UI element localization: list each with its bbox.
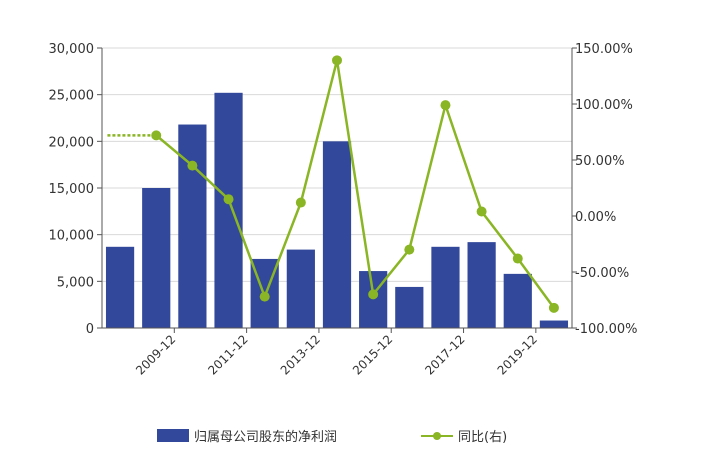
bar <box>286 249 315 328</box>
x-tick-label: 2013-12 <box>278 332 323 377</box>
y-right-tick-label: 150.00% <box>575 42 633 57</box>
y-left-tick-label: 30,000 <box>49 42 95 57</box>
bar-series <box>105 92 569 329</box>
x-tick-label: 2015-12 <box>350 332 395 377</box>
line-point <box>512 253 523 264</box>
x-tick-label: 2019-12 <box>495 332 540 377</box>
bar <box>359 271 388 328</box>
y-right-tick-label: -50.00% <box>575 266 629 281</box>
legend-line-label: 同比(右) <box>458 430 507 445</box>
bar <box>539 320 569 328</box>
bar <box>467 242 496 328</box>
line-point <box>404 244 415 255</box>
bar <box>395 286 424 328</box>
bar <box>214 92 243 328</box>
line-point <box>295 197 306 208</box>
bar <box>431 246 460 328</box>
line-series <box>107 55 559 313</box>
bar <box>178 124 207 329</box>
y-left-tick-label: 25,000 <box>49 89 95 104</box>
legend-line-marker <box>433 432 441 440</box>
bar <box>503 273 532 328</box>
line-point <box>440 100 451 111</box>
line-point <box>151 130 162 141</box>
line-point <box>332 55 342 66</box>
legend-bar-label: 归属母公司股东的净利润 <box>194 429 337 445</box>
line-point <box>476 206 487 217</box>
y-left-tick-label: 0 <box>86 322 94 337</box>
bar <box>142 188 171 328</box>
line-point <box>223 194 234 205</box>
legend-bar-swatch <box>157 429 189 442</box>
y-left-tick-label: 15,000 <box>49 182 95 197</box>
y-right-tick-label: 100.00% <box>575 98 633 113</box>
bar <box>105 246 135 328</box>
y-left-tick-label: 5,000 <box>57 275 94 290</box>
x-tick-label: 2009-12 <box>133 332 178 377</box>
line-point <box>187 160 198 171</box>
y-left-tick-label: 10,000 <box>49 229 95 244</box>
y-right-tick-label: 0.00% <box>575 210 616 225</box>
y-left-tick-label: 20,000 <box>49 135 95 150</box>
y-right-tick-label: 50.00% <box>575 154 625 169</box>
line-point <box>259 291 270 302</box>
bar <box>322 141 352 328</box>
legend: 归属母公司股东的净利润 同比(右) <box>157 429 507 445</box>
line-point <box>368 289 379 300</box>
line-point <box>548 302 559 313</box>
yoy-line <box>155 60 555 309</box>
x-tick-label: 2017-12 <box>422 332 467 377</box>
x-tick-label: 2011-12 <box>205 332 250 377</box>
y-right-tick-label: -100.00% <box>575 322 638 337</box>
